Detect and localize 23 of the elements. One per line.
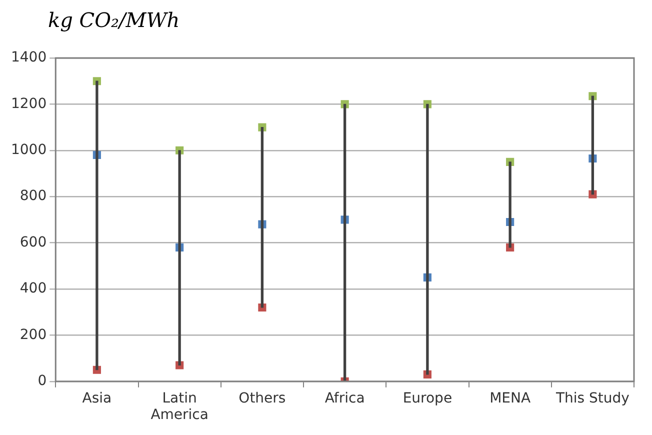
y-tick-label: 200 [20,326,47,343]
y-tick-label: 400 [20,280,47,297]
x-tick-label: Latin America [150,390,208,424]
y-tick-label: 1200 [10,96,47,112]
y-tick-label: 600 [20,234,47,250]
bar [343,104,346,382]
y-axis-title: kg CO₂/MWh [48,8,180,32]
bar [508,162,512,248]
x-tick-label: Others [238,390,286,406]
y-tick-label: 800 [20,188,47,204]
x-tick-label: MENA [490,390,531,406]
x-tick-label: This Study [554,390,630,406]
bar [591,96,594,195]
bar [260,126,264,308]
y-tick-label: 1000 [10,142,47,158]
bar [178,150,181,366]
x-tick-label: Africa [324,390,365,406]
x-tick-label: Asia [82,390,112,406]
bar [96,80,98,370]
y-tick-label: 1400 [10,50,47,66]
bar [426,104,429,375]
y-tick-label: 0 [38,373,47,390]
x-tick-label: Europe [402,390,452,406]
